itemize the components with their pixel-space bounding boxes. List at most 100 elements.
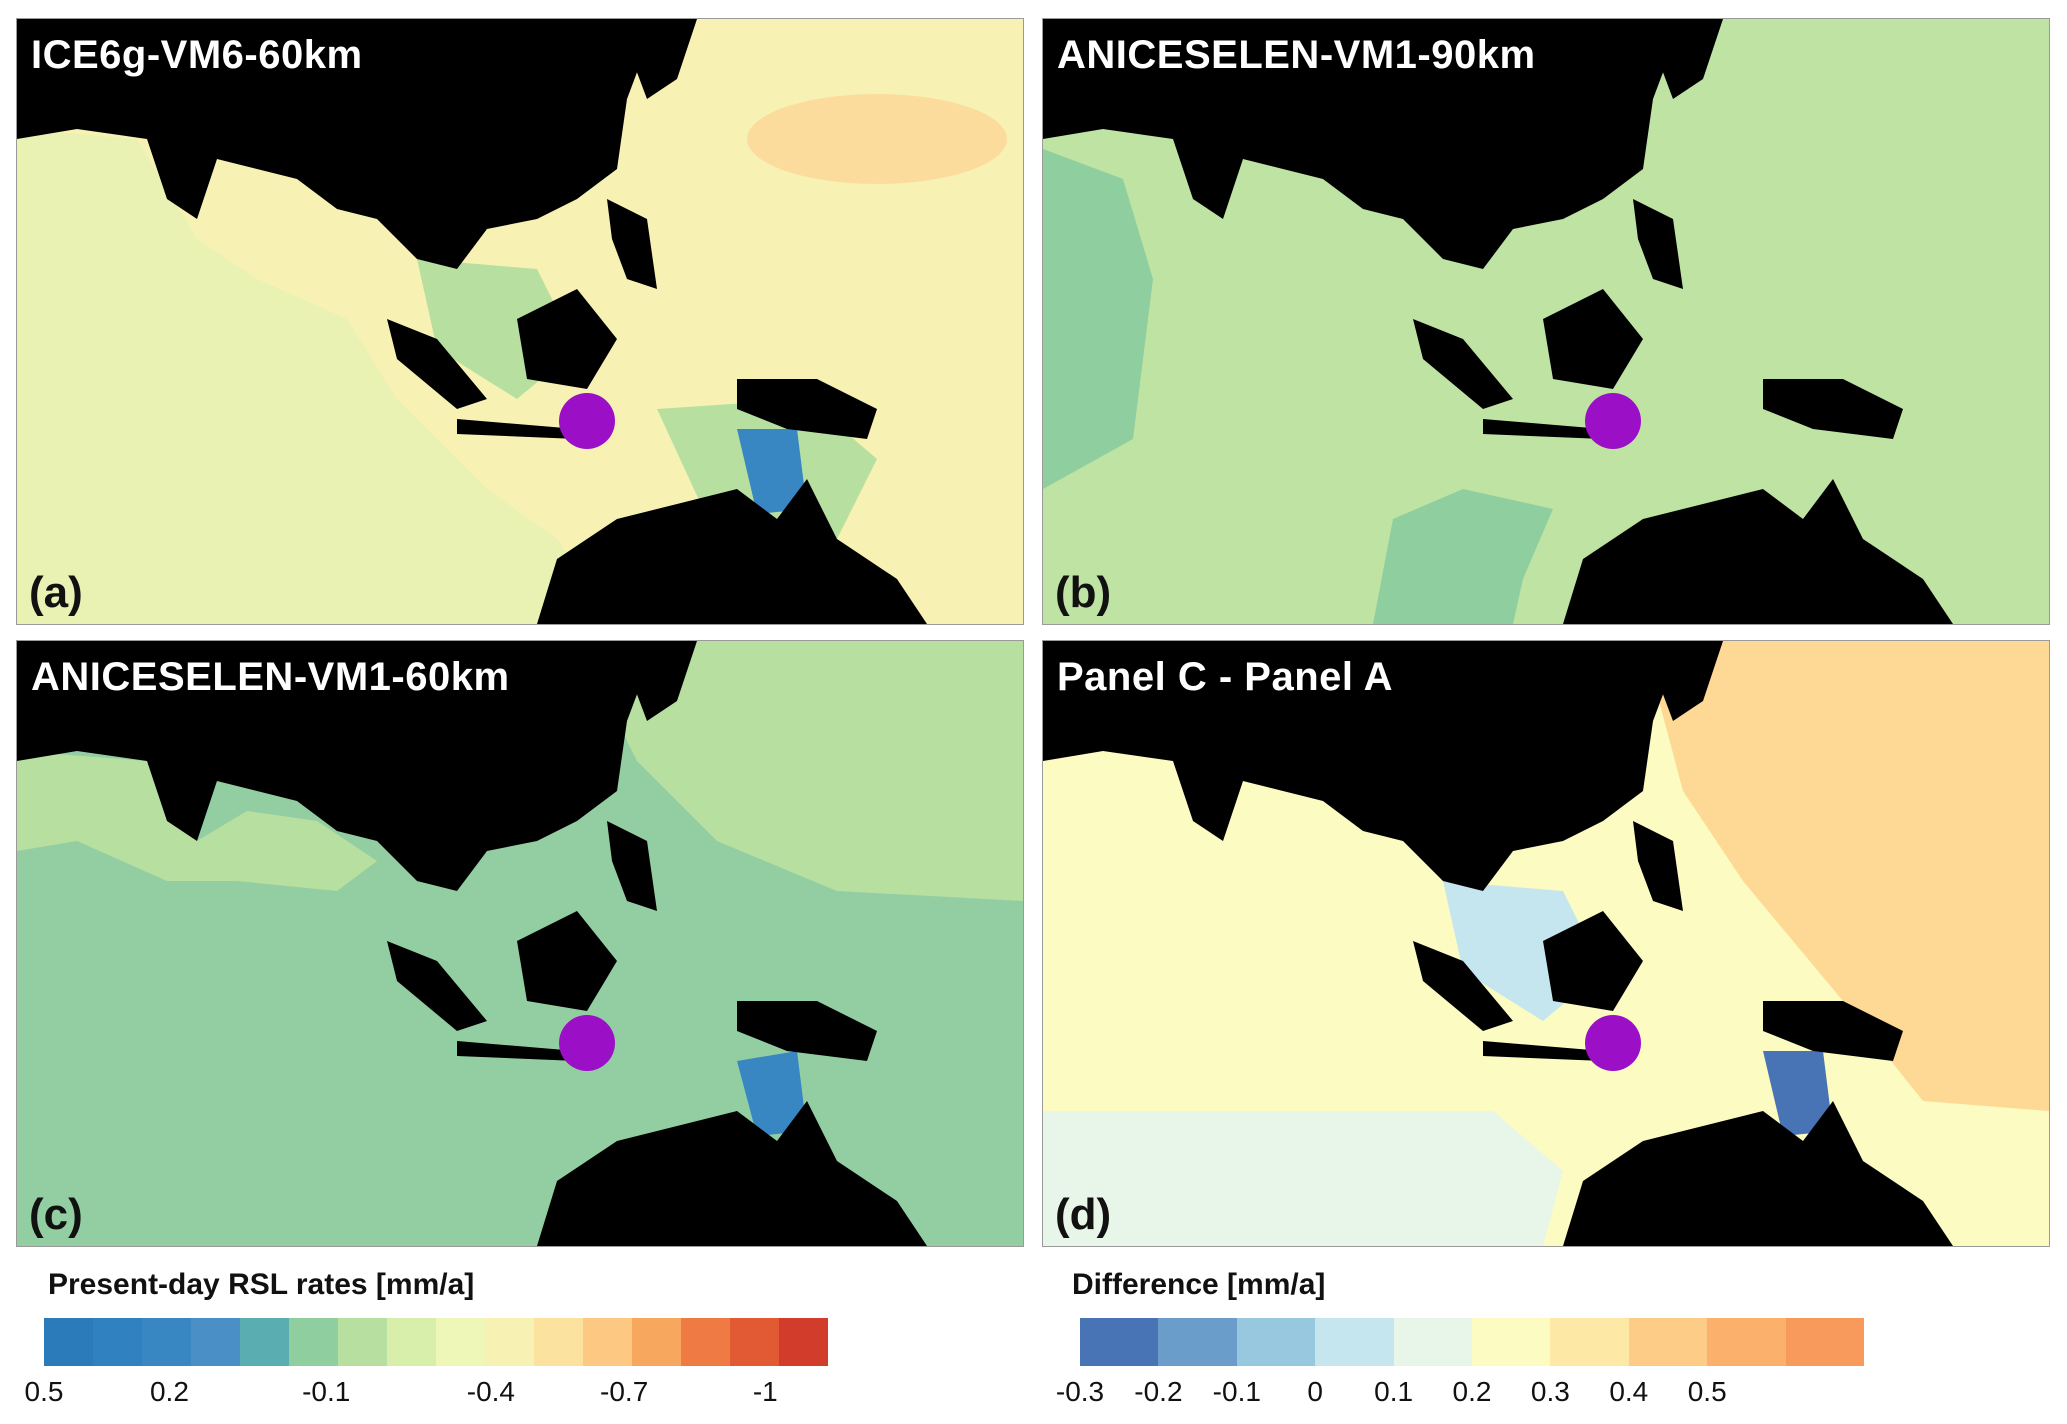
southern-indian-ocean-zone (1373, 489, 1553, 624)
japan-landmass (1643, 641, 1723, 721)
colorbar-tick-label: -1 (752, 1376, 778, 1407)
colorbar-swatch (289, 1318, 338, 1366)
sumatra-landmass (387, 319, 487, 409)
colorbar-tick-label: 0.2 (1452, 1376, 1492, 1407)
rsl-legend-title: Present-day RSL rates [mm/a] (48, 1268, 475, 1301)
panel-label: (d) (1055, 1190, 1112, 1239)
colorbar-swatch (142, 1318, 191, 1366)
colorbar-swatch (1550, 1318, 1629, 1366)
sumatra-landmass (1413, 941, 1513, 1031)
new-guinea-landmass (1763, 1001, 1903, 1061)
difference-legend-title: Difference [mm/a] (1072, 1268, 1326, 1301)
borneo-landmass (1543, 289, 1643, 389)
panel-label: (a) (29, 568, 83, 617)
pacific-light-zone (577, 641, 1023, 901)
site-marker (559, 1015, 615, 1071)
colorbar-swatch (1080, 1318, 1159, 1366)
borneo-landmass (517, 911, 617, 1011)
colorbar-tick-label: -0.7 (600, 1376, 649, 1407)
difference-colorbar (1080, 1318, 1865, 1366)
pacific-warm-zone (1643, 641, 2049, 1111)
asia-landmass (17, 641, 657, 891)
new-guinea-landmass (1763, 379, 1903, 439)
coastal-zone (17, 751, 377, 891)
borneo-landmass (517, 289, 617, 389)
sumatra-landmass (387, 941, 487, 1031)
philippines-landmass (607, 199, 657, 289)
colorbar-swatch (632, 1318, 681, 1366)
colorbar-tick-label: -0.3 (1055, 1376, 1105, 1407)
colorbar-swatch (534, 1318, 583, 1366)
gulf-of-carpentaria-zone (1763, 1051, 1833, 1136)
philippines-landmass (607, 821, 657, 911)
southern-indian-ocean-zone (1043, 1111, 1563, 1246)
new-guinea-landmass (737, 379, 877, 439)
colorbar-tick-label: -0.1 (302, 1376, 351, 1407)
gulf-of-carpentaria-zone (737, 1051, 807, 1136)
colorbar-swatch (1472, 1318, 1551, 1366)
colorbar-tick-label: -0.1 (1212, 1376, 1261, 1407)
panel-label: (b) (1055, 568, 1112, 617)
site-marker (1585, 1015, 1641, 1071)
colorbar-swatch (1393, 1318, 1473, 1366)
colorbar-swatch (387, 1318, 436, 1366)
panel-title: Panel C - Panel A (1057, 655, 1393, 699)
philippines-landmass (1633, 821, 1683, 911)
panel-title: ANICESELEN-VM1-90km (1057, 33, 1536, 77)
panel-title: ICE6g-VM6-60km (31, 33, 363, 77)
colorbar-swatch (583, 1318, 632, 1366)
java-landmass (1483, 1041, 1603, 1061)
map-panel-d: Panel C - Panel A (d) (1042, 640, 2050, 1247)
map-panel-a: ICE6g-VM6-60km (a) (16, 18, 1024, 625)
borneo-landmass (1543, 911, 1643, 1011)
colorbar-swatch (1785, 1318, 1865, 1366)
colorbar-swatch (1158, 1318, 1237, 1366)
map-panel-b: ANICESELEN-VM1-90km (b) (1042, 18, 2050, 625)
colorbar-swatch (240, 1318, 289, 1366)
colorbar-tick-label: 0.4 (1609, 1376, 1649, 1407)
western-pacific-warm-zone (747, 94, 1007, 184)
colorbar-tick-label: -0.4 (466, 1376, 515, 1407)
colorbar-swatch (485, 1318, 534, 1366)
colorbar-tick-label: 0.1 (1374, 1376, 1414, 1407)
philippines-landmass (1633, 199, 1683, 289)
colorbar-swatch (191, 1318, 240, 1366)
australia-landmass (537, 1101, 927, 1246)
colorbar-swatch (436, 1318, 485, 1366)
colorbar-swatch (681, 1318, 730, 1366)
gulf-of-carpentaria-zone (737, 429, 807, 514)
site-marker (559, 393, 615, 449)
australia-landmass (1563, 1101, 1953, 1246)
colorbar-swatch (1707, 1318, 1786, 1366)
colorbar-swatch (1315, 1318, 1394, 1366)
japan-landmass (617, 641, 697, 721)
java-landmass (1483, 419, 1603, 439)
asia-landmass (17, 19, 657, 269)
colorbar-tick-label: -0.2 (1134, 1376, 1183, 1407)
colorbar-swatch (730, 1318, 779, 1366)
colorbar-swatch (1236, 1318, 1316, 1366)
colorbar-tick-label: 0.5 (24, 1376, 64, 1407)
site-marker (1585, 393, 1641, 449)
new-guinea-landmass (737, 1001, 877, 1061)
rsl-colorbar (44, 1318, 828, 1366)
asia-landmass (1043, 641, 1683, 891)
asia-landmass (1043, 19, 1683, 269)
colorbar-tick-label: 0.5 (1687, 1376, 1727, 1407)
australia-landmass (537, 479, 927, 624)
java-landmass (457, 419, 577, 439)
java-landmass (457, 1041, 577, 1061)
colorbar-tick-label: 0.3 (1530, 1376, 1570, 1407)
colorbar-swatch (1628, 1318, 1708, 1366)
colorbar-tick-label: 0 (1307, 1376, 1323, 1407)
colorbar-tick-label: 0.2 (149, 1376, 189, 1407)
colorbar-swatch (338, 1318, 387, 1366)
panel-label: (c) (29, 1190, 83, 1239)
sumatra-landmass (1413, 319, 1513, 409)
panel-title: ANICESELEN-VM1-60km (31, 655, 510, 699)
australia-landmass (1563, 479, 1953, 624)
colorbar-swatch (44, 1318, 93, 1366)
indian-ocean-shelf-zone (17, 129, 617, 624)
colorbar-swatch (779, 1318, 828, 1366)
japan-landmass (617, 19, 697, 99)
